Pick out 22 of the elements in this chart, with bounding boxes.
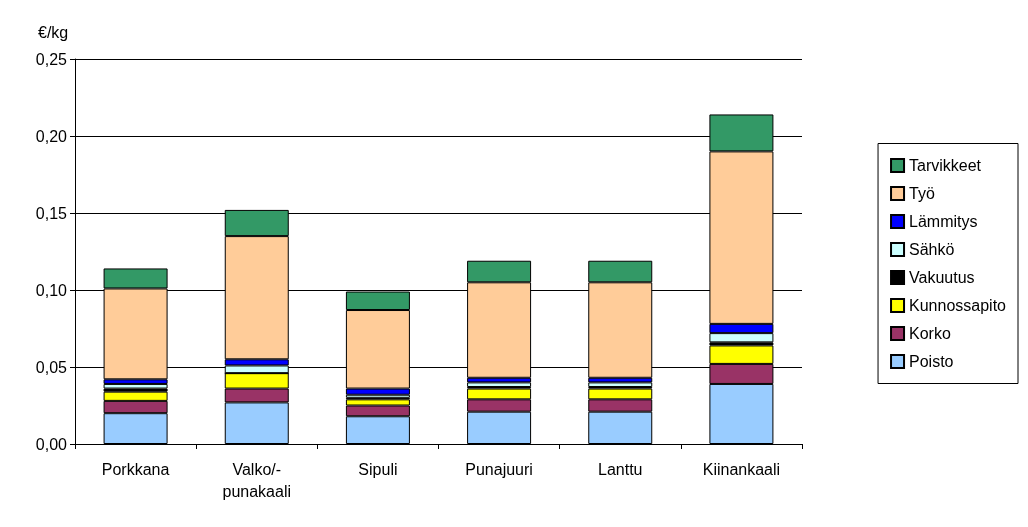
y-tick-label: 0,05 xyxy=(35,358,68,376)
x-tick-label: Valko/- punakaali xyxy=(222,460,291,500)
y-axis-title: €/kg xyxy=(38,23,69,41)
y-tick-label: 0,10 xyxy=(35,281,68,299)
legend-label: Vakuutus xyxy=(909,269,975,286)
legend-label: Korko xyxy=(909,325,951,342)
legend-label: Poisto xyxy=(909,353,954,370)
x-tick-label: Punajuuri xyxy=(465,460,533,478)
y-tick-label: 0,00 xyxy=(35,435,68,453)
y-tick-label: 0,20 xyxy=(35,127,68,145)
x-tick-label: Sipuli xyxy=(358,460,398,478)
x-tick-label: Lanttu xyxy=(598,460,643,478)
x-tick-label: Kiinankaali xyxy=(702,460,781,478)
bar xyxy=(103,383,168,389)
x-tick-label: Porkkana xyxy=(101,460,170,478)
legend-label: Työ xyxy=(909,185,935,202)
legend-label: Tarvikkeet xyxy=(909,157,982,174)
legend-label: Lämmitys xyxy=(909,213,978,230)
legend-label: Kunnossapito xyxy=(909,297,1007,314)
legend-label: Sähkö xyxy=(909,241,955,258)
y-tick-label: 0,15 xyxy=(35,204,68,222)
y-tick-label: 0,25 xyxy=(35,50,68,68)
